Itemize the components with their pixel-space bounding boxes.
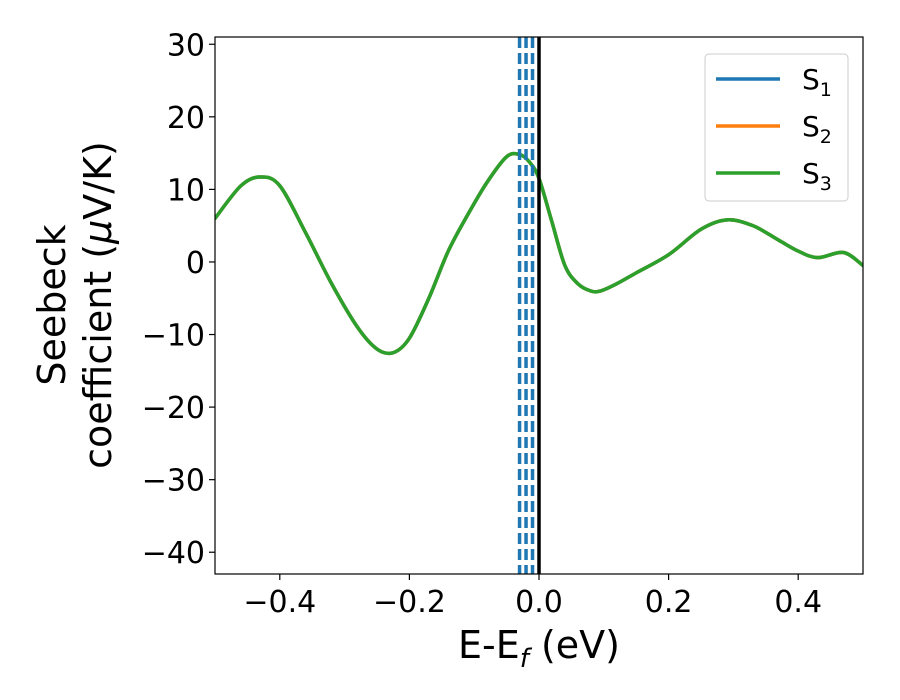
legend: S1 S2 S3 bbox=[704, 53, 849, 202]
y-tick-label: −40 bbox=[142, 536, 205, 571]
y-tick-label: 30 bbox=[167, 28, 205, 63]
svg-text:Seebeck: Seebeck bbox=[30, 224, 74, 385]
y-tick-label: −10 bbox=[142, 319, 205, 354]
legend-label-s1: S1 bbox=[802, 63, 832, 101]
x-tick-label: 0.2 bbox=[645, 585, 693, 620]
x-tick-label: −0.4 bbox=[243, 585, 316, 620]
y-axis: −40 −30 −20 −10 0 10 20 30 bbox=[142, 28, 215, 571]
x-tick-label: −0.2 bbox=[373, 585, 446, 620]
plot-area bbox=[215, 37, 863, 574]
y-axis-label: Seebeck coefficient (μV/K) bbox=[30, 141, 120, 469]
legend-label-s3: S3 bbox=[802, 157, 832, 195]
y-tick-label: −30 bbox=[142, 464, 205, 499]
x-tick-label: 0.0 bbox=[515, 585, 563, 620]
x-tick-label: 0.4 bbox=[774, 585, 822, 620]
y-tick-label: 20 bbox=[167, 101, 205, 136]
x-axis: −0.4 −0.2 0.0 0.2 0.4 bbox=[243, 574, 822, 620]
y-tick-label: 0 bbox=[186, 246, 205, 281]
x-axis-label: E-Ef (eV) bbox=[458, 623, 620, 674]
y-tick-label: −20 bbox=[142, 391, 205, 426]
svg-text:coefficient (μV/K): coefficient (μV/K) bbox=[76, 141, 120, 469]
legend-label-s2: S2 bbox=[802, 110, 832, 148]
y-tick-label: 10 bbox=[167, 173, 205, 208]
